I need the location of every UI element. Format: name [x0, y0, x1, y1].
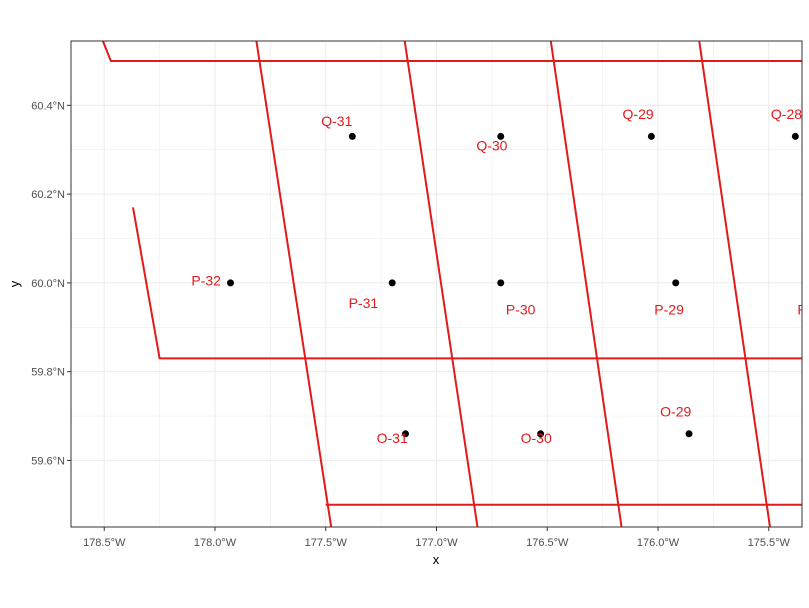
tile-label: O-31: [377, 430, 408, 446]
tile-boundary: [698, 41, 771, 527]
y-tick-label: 59.8°N: [31, 367, 65, 379]
y-tick-label: 60.0°N: [31, 278, 65, 290]
tile-label: P-31: [349, 295, 379, 311]
y-tick-label: 60.4°N: [31, 100, 65, 112]
centroid-point: [497, 132, 505, 140]
y-axis-title: y: [7, 280, 22, 287]
x-axis-ticks: 178.5°W 178.0°W 177.5°W 177.0°W 176.5°W 176.0…: [83, 527, 791, 549]
tile-label: P-30: [506, 302, 536, 318]
x-axis-title: x: [433, 552, 440, 567]
centroid-point: [401, 430, 409, 438]
centroid-point: [497, 279, 505, 287]
x-tick-label: 177.5°W: [305, 537, 348, 549]
x-tick-label: 176.5°W: [526, 537, 569, 549]
tile-boundary: [132, 207, 802, 360]
tile-label: Q-28: [771, 106, 802, 122]
tile-label: P-29: [654, 302, 684, 318]
tile-boundaries: [101, 41, 802, 527]
centroid-point: [388, 279, 396, 287]
centroid-point: [685, 430, 693, 438]
tile-boundary: [255, 41, 333, 527]
tile-label: O-30: [521, 430, 552, 446]
grid-lines: [71, 41, 802, 527]
y-tick-label: 59.6°N: [31, 455, 65, 467]
tile-label: Q-30: [476, 137, 507, 153]
x-tick-label: 178.0°W: [194, 537, 237, 549]
centroid-point: [647, 132, 655, 140]
centroid-point: [537, 430, 545, 438]
tile-label: O-29: [660, 404, 691, 420]
x-tick-label: 178.5°W: [83, 537, 126, 549]
tile-boundary: [403, 41, 479, 527]
centroid-point: [791, 132, 799, 140]
tile-labels: Q-31 Q-30 Q-29 Q-28 P-32 P-31 P-30 P-29 P O-31 O-3…: [191, 106, 806, 446]
centroid-point: [348, 132, 356, 140]
x-tick-label: 175.5°W: [748, 537, 791, 549]
y-axis-ticks: 59.6°N 59.8°N 60.0°N 60.2°N 60.4°N: [31, 100, 71, 467]
x-tick-label: 176.0°W: [637, 537, 680, 549]
tile-boundary: [101, 41, 802, 62]
centroid-point: [226, 279, 234, 287]
centroid-point: [672, 279, 680, 287]
tile-centroids: [226, 132, 799, 438]
tile-boundary: [549, 41, 623, 527]
tile-label: P-32: [191, 273, 221, 289]
tile-label: P: [797, 302, 806, 318]
tile-label: Q-29: [623, 106, 654, 122]
tile-label: Q-31: [321, 113, 352, 129]
y-tick-label: 60.2°N: [31, 189, 65, 201]
x-tick-label: 177.0°W: [415, 537, 458, 549]
